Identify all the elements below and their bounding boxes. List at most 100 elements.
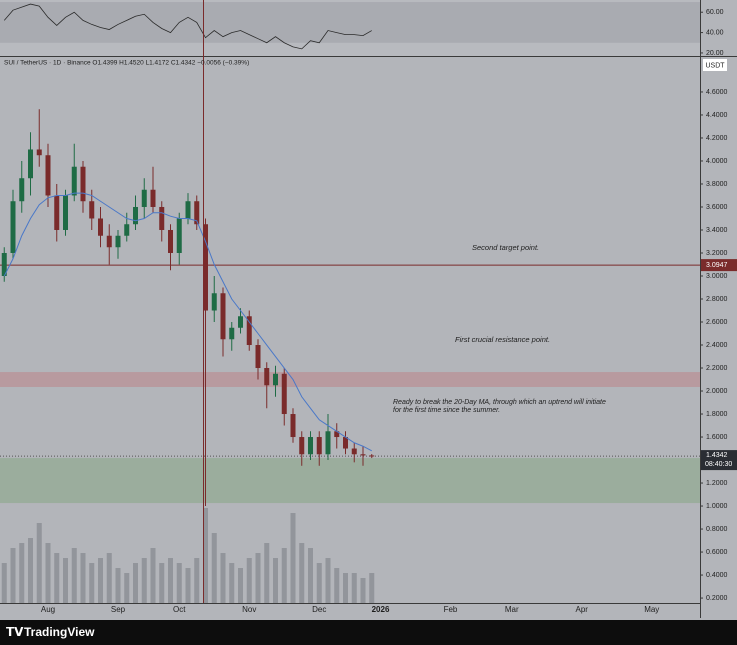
candle-body <box>45 155 51 196</box>
candle-body <box>133 206 138 225</box>
y-tick-label: 3.8000 <box>706 181 728 188</box>
volume-bar <box>28 538 33 603</box>
candle-body <box>54 195 60 230</box>
y-tick-label: 1.2000 <box>706 480 728 487</box>
y-tick-label: 1.0000 <box>706 503 728 510</box>
level-label: 3.0947 <box>706 262 728 269</box>
volume-bar <box>36 523 42 603</box>
volume-bar <box>351 573 357 603</box>
y-tick-label: 0.6000 <box>706 549 728 556</box>
volume-bar <box>281 548 287 603</box>
volume-bar <box>106 553 112 603</box>
candle-body <box>19 178 25 202</box>
countdown-label: 08:40:30 <box>705 461 732 468</box>
y-tick-label: 2.0000 <box>706 388 728 395</box>
currency-box <box>703 59 727 71</box>
volume-bar <box>98 558 103 603</box>
volume-bar <box>229 563 235 603</box>
y-tick-label: 1.6000 <box>706 434 728 441</box>
candle-body <box>273 373 278 386</box>
volume-bar <box>54 553 60 603</box>
volume-bar <box>124 573 130 603</box>
y-tick-label: 3.2000 <box>706 250 728 257</box>
ma-line <box>3 192 372 452</box>
x-tick-label: Mar <box>505 605 519 614</box>
annotation: Second target point. <box>472 243 539 252</box>
logo-mark: 𝗧𝗩 <box>6 625 24 639</box>
candle-body <box>106 235 112 248</box>
volume-bar <box>360 578 366 603</box>
candle-body <box>63 195 68 230</box>
last-price-box <box>701 450 737 471</box>
volume-bar <box>71 548 77 603</box>
y-tick-label: 0.4000 <box>706 572 728 579</box>
candle-body <box>308 437 313 455</box>
volume-bar <box>316 563 322 603</box>
y-tick-label: 0.2000 <box>706 595 728 602</box>
brand: TradingView <box>24 625 95 639</box>
candle-body <box>246 316 252 346</box>
candle-body <box>299 437 305 455</box>
volume-bar <box>80 553 86 603</box>
x-tick-label: Dec <box>312 605 326 614</box>
zone <box>0 458 700 504</box>
candle-body <box>255 345 261 369</box>
y-tick-label: 2.8000 <box>706 296 728 303</box>
volume-bar <box>343 573 348 603</box>
volume-bar <box>334 568 340 603</box>
volume-bar <box>133 563 138 603</box>
candle-body <box>194 201 200 225</box>
volume-bar <box>141 558 147 603</box>
x-tick-label: Feb <box>444 605 458 614</box>
volume-bar <box>194 558 200 603</box>
volume-bar <box>246 558 252 603</box>
candle-body <box>141 189 147 207</box>
y-tick-label: 60.00 <box>706 9 724 16</box>
candle-body <box>264 368 270 386</box>
candle-body <box>28 149 33 179</box>
annotation: First crucial resistance point. <box>455 335 550 344</box>
rsi-band <box>0 2 700 43</box>
currency: USDT <box>705 62 725 69</box>
y-tick-label: 40.00 <box>706 29 724 36</box>
rsi-line <box>3 3 372 50</box>
y-tick-label: 3.6000 <box>706 204 728 211</box>
candle-body <box>334 431 340 438</box>
volume-bar <box>220 553 226 603</box>
volume-bar <box>273 558 278 603</box>
x-tick-label: 2026 <box>372 605 390 614</box>
volume-bar <box>176 563 182 603</box>
y-tick-label: 4.4000 <box>706 112 728 119</box>
last-price-label: 1.4342 <box>706 452 728 459</box>
candle-body <box>281 373 287 415</box>
x-tick-label: Apr <box>576 605 589 614</box>
volume-bar <box>159 563 165 603</box>
volume-bar <box>1 563 7 603</box>
candle-body <box>124 224 130 236</box>
volume-bar <box>185 568 191 603</box>
candle-body <box>89 201 95 219</box>
candle-body <box>185 201 191 219</box>
y-tick-label: 2.4000 <box>706 342 728 349</box>
candle-body <box>36 149 42 156</box>
volume-bar <box>89 563 95 603</box>
y-tick-label: 2.6000 <box>706 319 728 326</box>
y-tick-label: 3.4000 <box>706 227 728 234</box>
y-tick-label: 4.6000 <box>706 89 728 96</box>
y-tick-label: 0.8000 <box>706 526 728 533</box>
symbol-legend: SUI / TetherUS · 1D · Binance O1.4399 H1… <box>4 60 249 67</box>
candle-body <box>159 206 165 230</box>
y-tick-label: 2.2000 <box>706 365 728 372</box>
y-tick-label: 20.00 <box>706 50 724 57</box>
volume-bar <box>168 558 173 603</box>
candle-body <box>168 229 173 253</box>
zone <box>0 372 700 387</box>
candle-body <box>360 454 366 456</box>
candle-body <box>238 316 243 328</box>
candle-body <box>176 218 182 253</box>
annotation: Ready to break the 20-Day MA, through wh… <box>393 399 606 406</box>
candle-body <box>290 414 296 438</box>
candle-body <box>98 218 103 236</box>
volume-bar <box>299 543 305 603</box>
